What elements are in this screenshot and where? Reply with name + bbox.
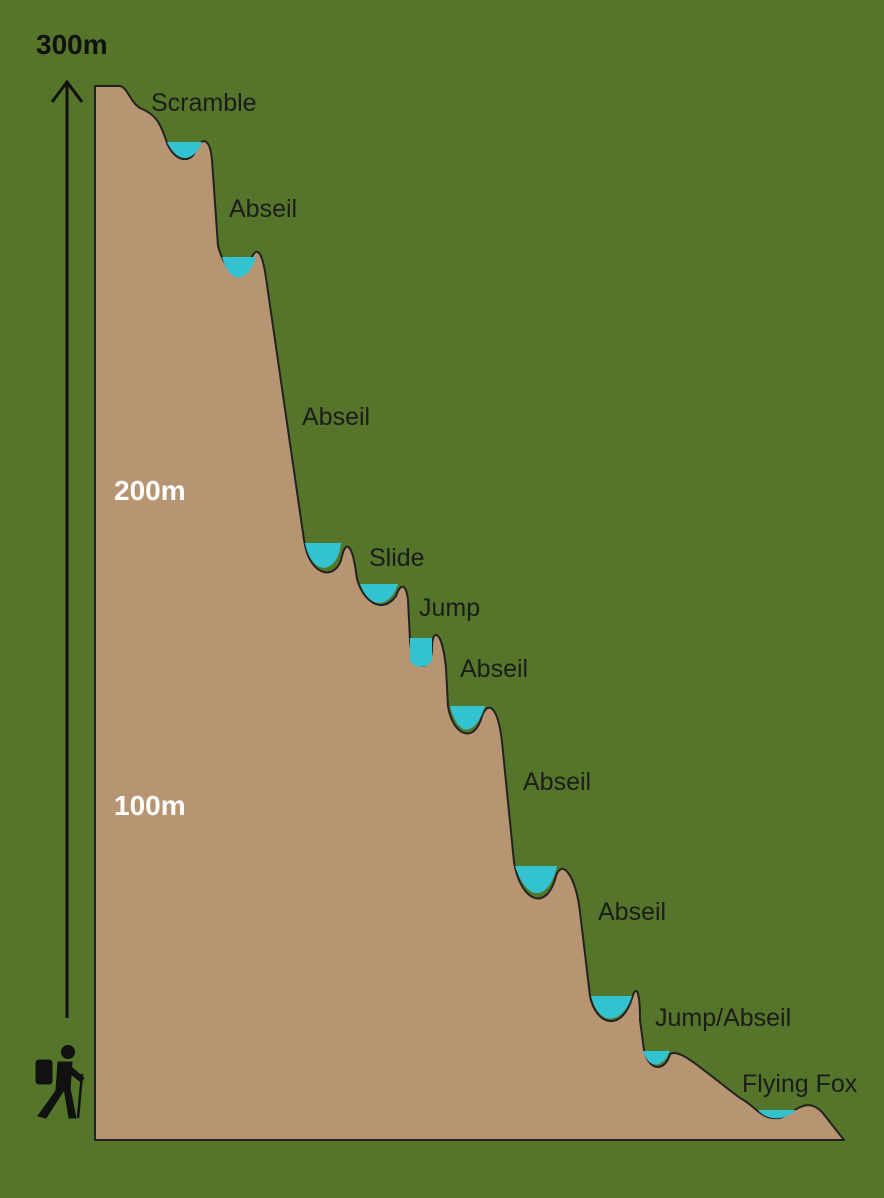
hiker-icon — [35, 1045, 85, 1119]
up-arrow-icon — [50, 79, 84, 1018]
obstacle-label-8: Abseil — [598, 898, 666, 926]
obstacle-label-9: Jump/Abseil — [655, 1004, 791, 1032]
pool-9 — [643, 1051, 670, 1065]
pool-5 — [410, 638, 432, 667]
obstacle-label-3: Abseil — [302, 403, 370, 431]
obstacle-label-10: Flying Fox — [742, 1070, 858, 1098]
pool-7 — [515, 866, 557, 894]
pool-4 — [360, 584, 398, 603]
pool-3 — [305, 543, 341, 568]
obstacle-label-4: Slide — [369, 544, 425, 572]
pool-2 — [222, 257, 256, 278]
obstacle-label-1: Scramble — [151, 89, 257, 117]
pool-6 — [450, 706, 485, 730]
pools — [167, 142, 796, 1119]
scale-label-top: 300m — [36, 29, 108, 60]
pool-1 — [167, 142, 202, 158]
obstacle-label-6: Abseil — [460, 655, 528, 683]
pool-10 — [758, 1110, 796, 1119]
scale-label-low: 100m — [114, 790, 186, 821]
pool-8 — [591, 996, 632, 1019]
scale-label-mid: 200m — [114, 475, 186, 506]
obstacle-label-7: Abseil — [523, 768, 591, 796]
obstacle-label-2: Abseil — [229, 195, 297, 223]
obstacle-label-5: Jump — [419, 594, 480, 622]
